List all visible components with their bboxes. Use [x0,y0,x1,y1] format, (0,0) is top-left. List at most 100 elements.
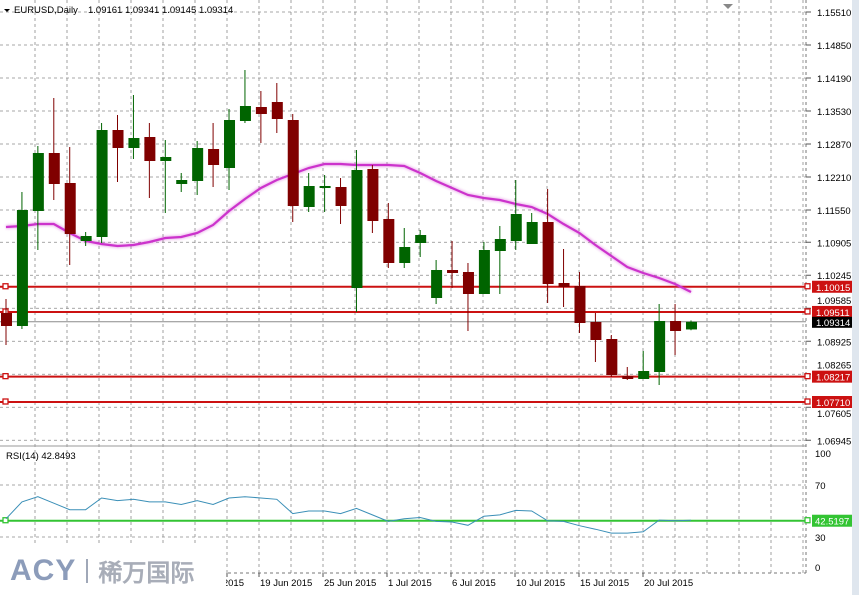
candle [255,91,267,143]
price-tags: 1.10015 1.09511 1.08217 1.07710 1.09314 42.51… [812,280,852,528]
candle [526,213,538,244]
price-tick-label: 1.12210 [817,173,851,184]
candle-body [638,371,650,379]
candle [271,83,283,133]
price-tick-label: 1.09585 [817,296,851,307]
candle-body [112,130,124,148]
line-handle-icon[interactable] [804,283,811,290]
rsi-tick-label: 100 [815,449,831,460]
candle [415,230,427,257]
rsi-title: RSI(14) 42.8493 [6,451,76,462]
candle [431,260,443,304]
line-handle-icon[interactable] [2,283,9,290]
candle [1,299,12,345]
candle [574,272,586,333]
level-price-tag [812,396,852,408]
time-tick-label: 25 Jun 2015 [324,578,376,589]
candle [128,95,140,159]
candle-body [510,214,522,241]
time-tick-label: 1 Jul 2015 [388,578,432,589]
candle-body [224,120,236,168]
line-handle-icon[interactable] [804,372,811,380]
candle-body [415,235,427,243]
candle-body [287,120,299,206]
rsi-tick-label: 0 [815,563,820,574]
candle-body [80,236,92,241]
candle [622,367,634,380]
candle-body [351,170,363,288]
candle-body [558,283,570,287]
candle-body [654,321,666,372]
candle [144,123,156,198]
candle-body [431,270,443,298]
candle [64,147,76,265]
candle [319,175,331,212]
rsi-tick-label: 30 [815,533,826,544]
candle [32,146,44,250]
ma-line [5,162,692,293]
candle [558,249,570,307]
candle-body [271,102,283,119]
candle [447,241,459,288]
line-handle-icon[interactable] [2,372,9,380]
line-handle-icon[interactable] [2,517,9,524]
rsi-axis: 100 70 30 0 [815,449,831,574]
candle-body [462,272,474,294]
line-handle-icon[interactable] [804,308,811,315]
candle [462,263,474,331]
candle-body [383,219,395,263]
candle [176,173,188,192]
candle-body [176,180,188,184]
chart-shift-marker-icon[interactable] [723,4,733,9]
horizontal-lines[interactable] [0,283,811,405]
line-handle-icon[interactable] [804,517,811,524]
candle [351,150,363,312]
rsi-tick-label: 70 [815,481,826,492]
rsi-level-tag-label: 42.5197 [815,517,849,528]
price-tick-label: 1.10245 [817,271,851,282]
ohlc-readout: 1.09161 1.09341 1.09145 1.09314 [88,5,233,16]
candle [16,192,28,329]
level-price-tag-label: 1.09511 [816,308,850,319]
candle [303,173,315,212]
rsi-line [5,496,692,534]
candle [399,228,411,268]
rsi-indicator [0,496,811,534]
candle [494,226,506,294]
price-tick-label: 1.06945 [817,436,851,447]
candle-body [48,153,60,184]
candle [654,304,666,385]
time-tick-label: 20 Jul 2015 [644,578,693,589]
candle [638,351,650,379]
watermark-logo: ACY 稀万国际 [0,546,226,595]
right-edge-strip [852,0,859,595]
watermark-divider [86,558,89,583]
price-tick-label: 1.08925 [817,337,851,348]
candle-body [160,157,172,161]
ma-glow [5,162,692,294]
price-tick-label: 1.11550 [817,206,851,217]
candle-body [303,186,315,207]
price-tick-label: 1.14190 [817,74,851,85]
candle-body [478,250,490,294]
candle [606,335,618,377]
candle-body [494,239,506,251]
candle-body [1,313,12,326]
candle-body [606,339,618,375]
time-tick-label: 15 Jul 2015 [580,578,629,589]
dropdown-triangle-icon[interactable] [4,9,10,12]
candle [590,313,602,362]
price-tick-label: 1.10905 [817,238,851,249]
candle-body [32,153,44,211]
level-price-tag [812,370,852,383]
symbol-label: EURUSD,Daily [14,5,78,16]
candle [208,123,220,187]
line-handle-icon[interactable] [2,398,9,405]
candle [478,242,490,294]
line-handle-icon[interactable] [804,398,811,405]
price-tick-label: 1.14850 [817,41,851,52]
candle-body [542,222,554,284]
candles [1,70,697,385]
candle-body [64,183,76,234]
